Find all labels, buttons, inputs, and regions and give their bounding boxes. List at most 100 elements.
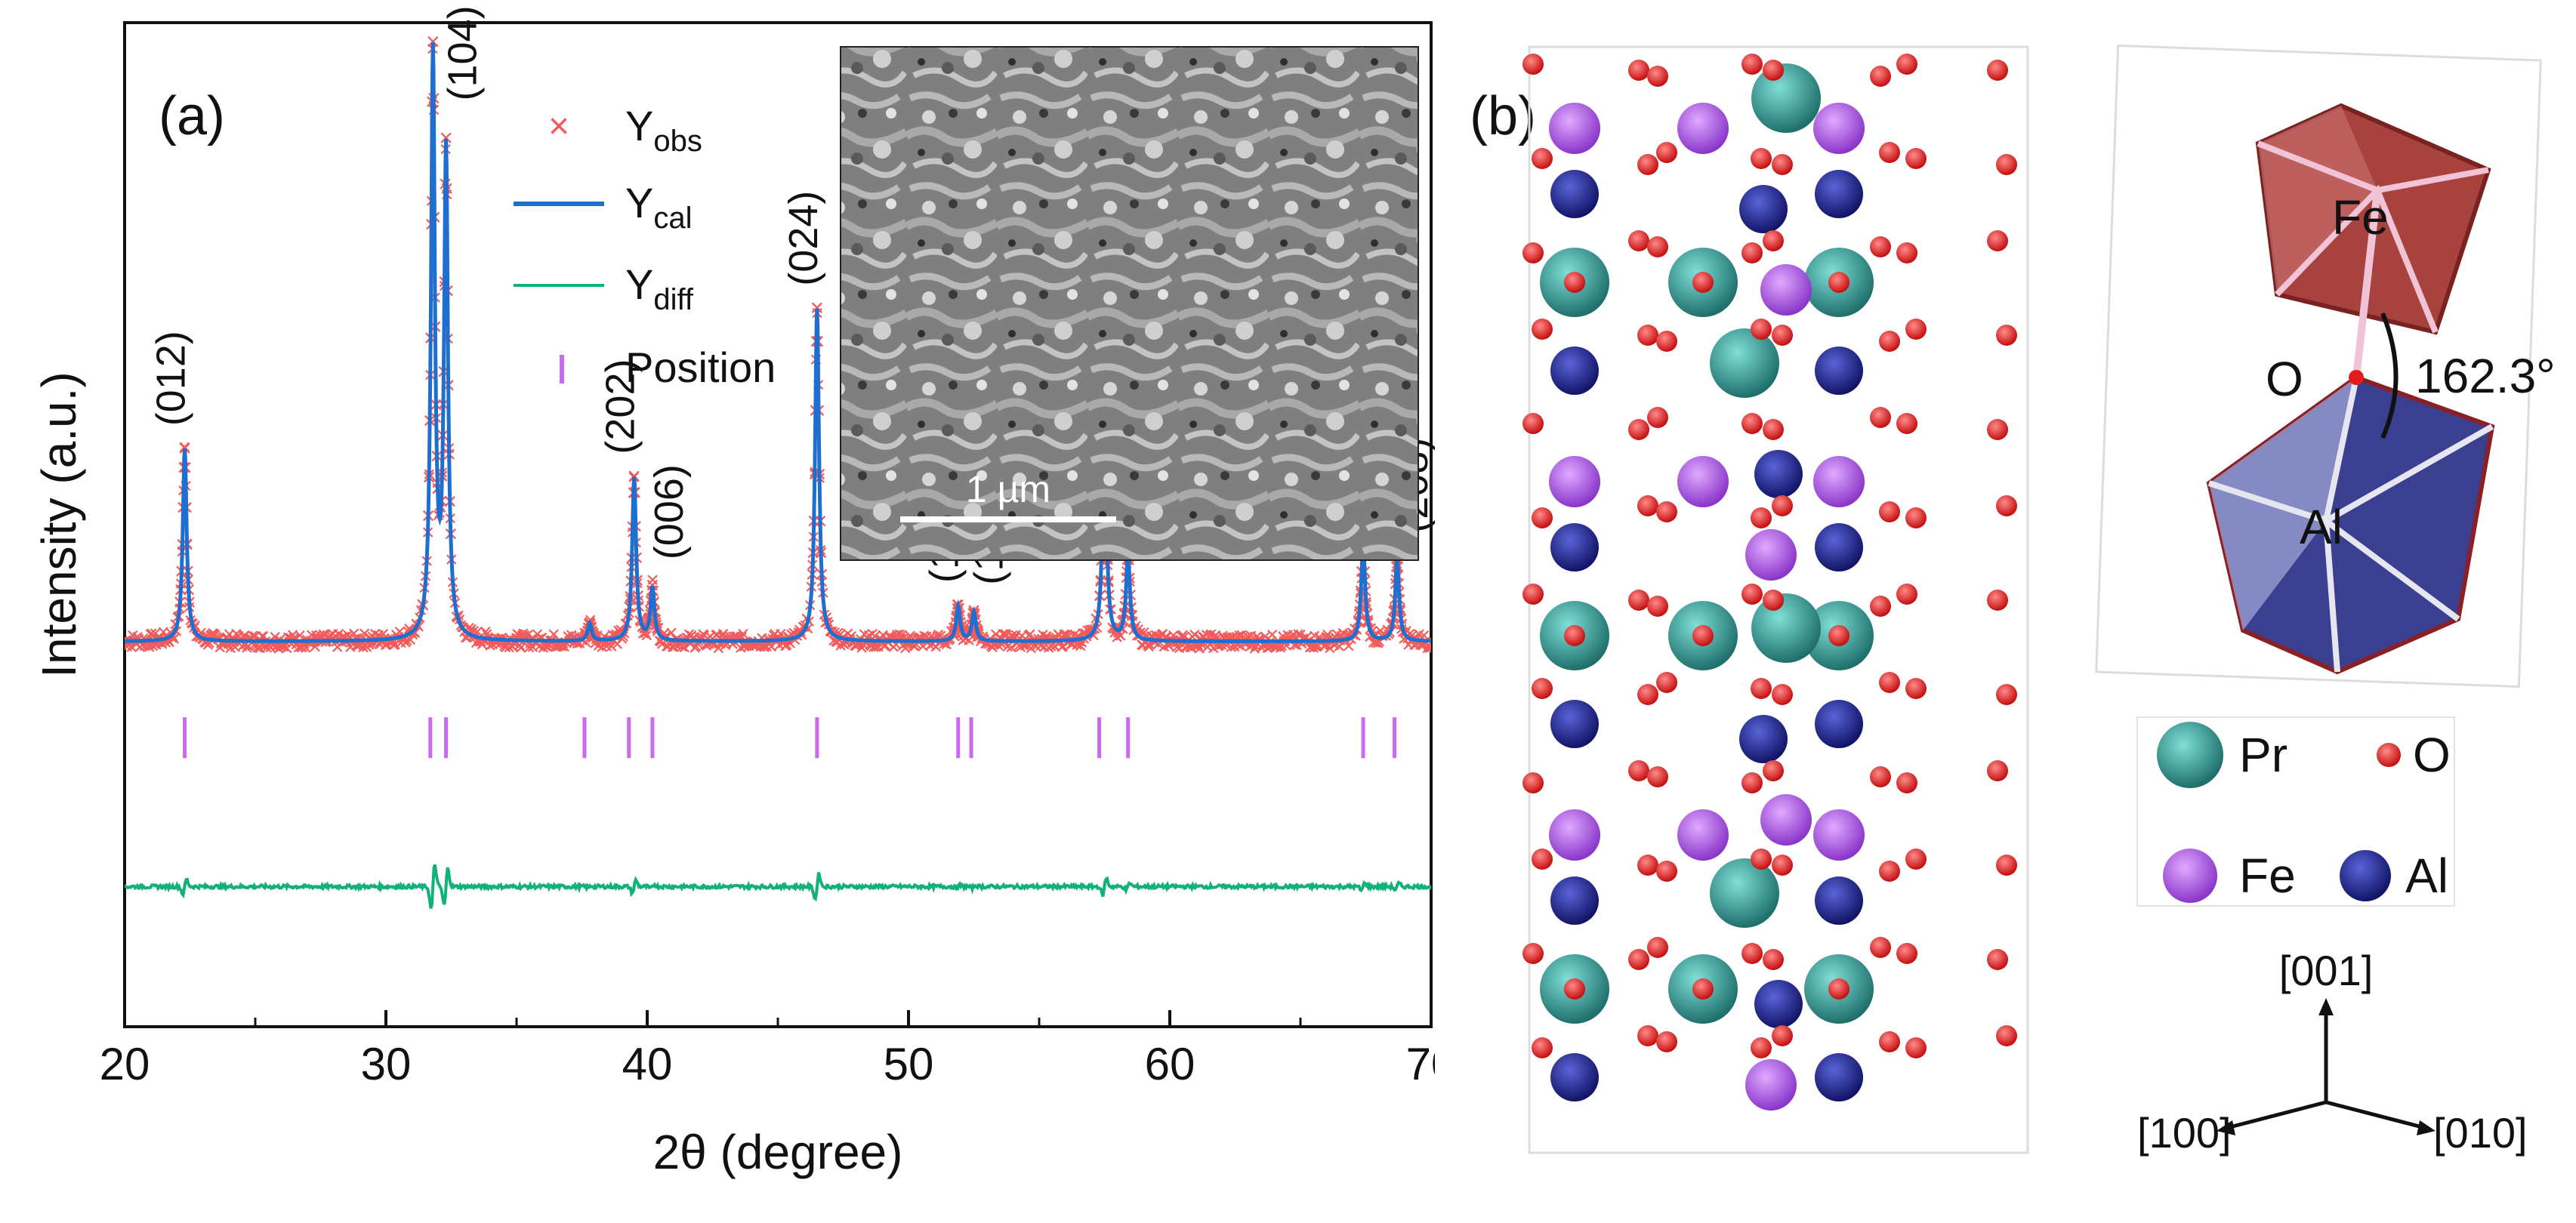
o-atom [1987, 419, 2008, 440]
o-atom [1751, 507, 1772, 528]
yobs-point: × [550, 631, 563, 656]
x-tick-label: 40 [622, 1039, 673, 1089]
yobs-point: × [529, 632, 543, 657]
yobs-point: × [221, 632, 235, 657]
fe-atom [1760, 264, 1812, 316]
o-atom [1870, 596, 1891, 617]
axis-001-arrowhead [2318, 998, 2334, 1015]
fe-atom [1813, 456, 1865, 507]
yobs-point: × [245, 627, 258, 652]
yobs-point: × [495, 625, 509, 650]
al-atom-swatch [2340, 850, 2391, 901]
yobs-point: × [364, 626, 378, 651]
o-atom [1741, 413, 1763, 434]
o-atom [1870, 937, 1891, 958]
yobs-point: × [314, 627, 328, 652]
yobs-point: × [489, 630, 502, 655]
o-atom [1772, 325, 1793, 346]
al-atom [1550, 876, 1599, 925]
legend-item-position: Position [560, 343, 776, 391]
al-atom [1815, 700, 1863, 748]
o-atom [1772, 495, 1793, 516]
yobs-point: × [606, 623, 619, 648]
panel-a-xrd-chart: × × × × × × × × × × × × × × × × × × × × × × × × × × × × × × × × × × × × × × × ×… [32, 5, 1456, 1179]
yobs-point: × [335, 630, 349, 655]
al-atom [1739, 715, 1788, 763]
yobs-point: × [390, 622, 403, 647]
yobs-point: × [269, 625, 282, 650]
yobs-point: × [178, 435, 192, 460]
yobs-point: × [345, 630, 359, 655]
structure-svg: (b) Fe Al O 162.3° Pr [1470, 44, 2556, 1157]
yobs-point: × [244, 626, 258, 651]
o-atom [1532, 849, 1553, 870]
o-atom [1522, 943, 1544, 964]
sem-micrograph [840, 46, 1419, 561]
o-atom [1751, 849, 1772, 870]
yobs-point: × [519, 625, 532, 650]
legend-species-pr: Pr [2157, 722, 2288, 788]
o-atom [1692, 978, 1714, 1000]
o-atom [1987, 230, 2008, 251]
sem-inset-image: 1 µm [840, 46, 1419, 561]
o-atom [1656, 331, 1677, 352]
o-atom [1905, 849, 1927, 870]
y-axis-title: Intensity (a.u.) [32, 371, 86, 678]
crystal-axes: [001] [100] [010] [2137, 947, 2528, 1157]
yobs-point: × [338, 624, 351, 649]
o-atom [1772, 684, 1793, 705]
legend-species-al: Al [2340, 849, 2448, 903]
pr-atom [1751, 63, 1821, 133]
panel-b-label: (b) [1470, 86, 1536, 146]
yobs-point: × [303, 630, 316, 655]
yobs-point: × [155, 630, 168, 655]
fe-atom [1813, 809, 1865, 861]
axis-010-arrow [2325, 1100, 2429, 1131]
al-atom [1815, 170, 1863, 218]
al-atom [1739, 185, 1788, 233]
o-atom [1532, 678, 1553, 699]
yobs-point: × [572, 624, 585, 648]
o-atom [1987, 590, 2008, 611]
al-atom [1550, 170, 1599, 218]
o-atom [1564, 625, 1585, 646]
o-atom [1905, 507, 1927, 528]
series-position [183, 717, 1397, 759]
yobs-point: × [523, 631, 537, 656]
axis-100-label: [100] [2137, 1109, 2232, 1157]
o-atom [1763, 419, 1784, 440]
yobs-point: × [242, 626, 256, 651]
fe-label: Fe [2332, 190, 2389, 245]
legend-marker-x: × [548, 106, 569, 146]
o-atom [1870, 766, 1891, 787]
o-atom [1905, 319, 1927, 340]
yobs-point: × [282, 625, 295, 650]
o-atom [1870, 236, 1891, 257]
o-atom [1896, 413, 1917, 434]
yobs-point: × [362, 630, 375, 655]
axis-001-label: [001] [2279, 947, 2374, 994]
chart-legend: × Yobs Ycal Ydiff Position [514, 102, 776, 391]
al-species-label: Al [2405, 849, 2448, 903]
yobs-point: × [284, 626, 298, 651]
pr-label: Pr [2239, 728, 2288, 782]
al-atom [1815, 347, 1863, 395]
yobs-point: × [298, 632, 311, 657]
yobs-point: × [535, 626, 549, 651]
yobs-point: × [371, 630, 384, 655]
o-atom [1828, 272, 1849, 293]
o-atom [1996, 684, 2017, 705]
o-atom [1828, 978, 1849, 1000]
al-atom [1815, 876, 1863, 925]
yobs-point: × [261, 632, 275, 657]
yobs-point: × [153, 625, 167, 650]
yobs-point: × [343, 625, 356, 650]
o-atom [1996, 154, 2017, 175]
yobs-point: × [510, 626, 523, 651]
o-atom [1692, 625, 1714, 646]
x-tick-label: 20 [100, 1039, 150, 1089]
o-atom [1996, 495, 2017, 516]
o-atom [1996, 1025, 2017, 1046]
o-atom [1637, 495, 1658, 516]
o-atom [1751, 1037, 1772, 1058]
